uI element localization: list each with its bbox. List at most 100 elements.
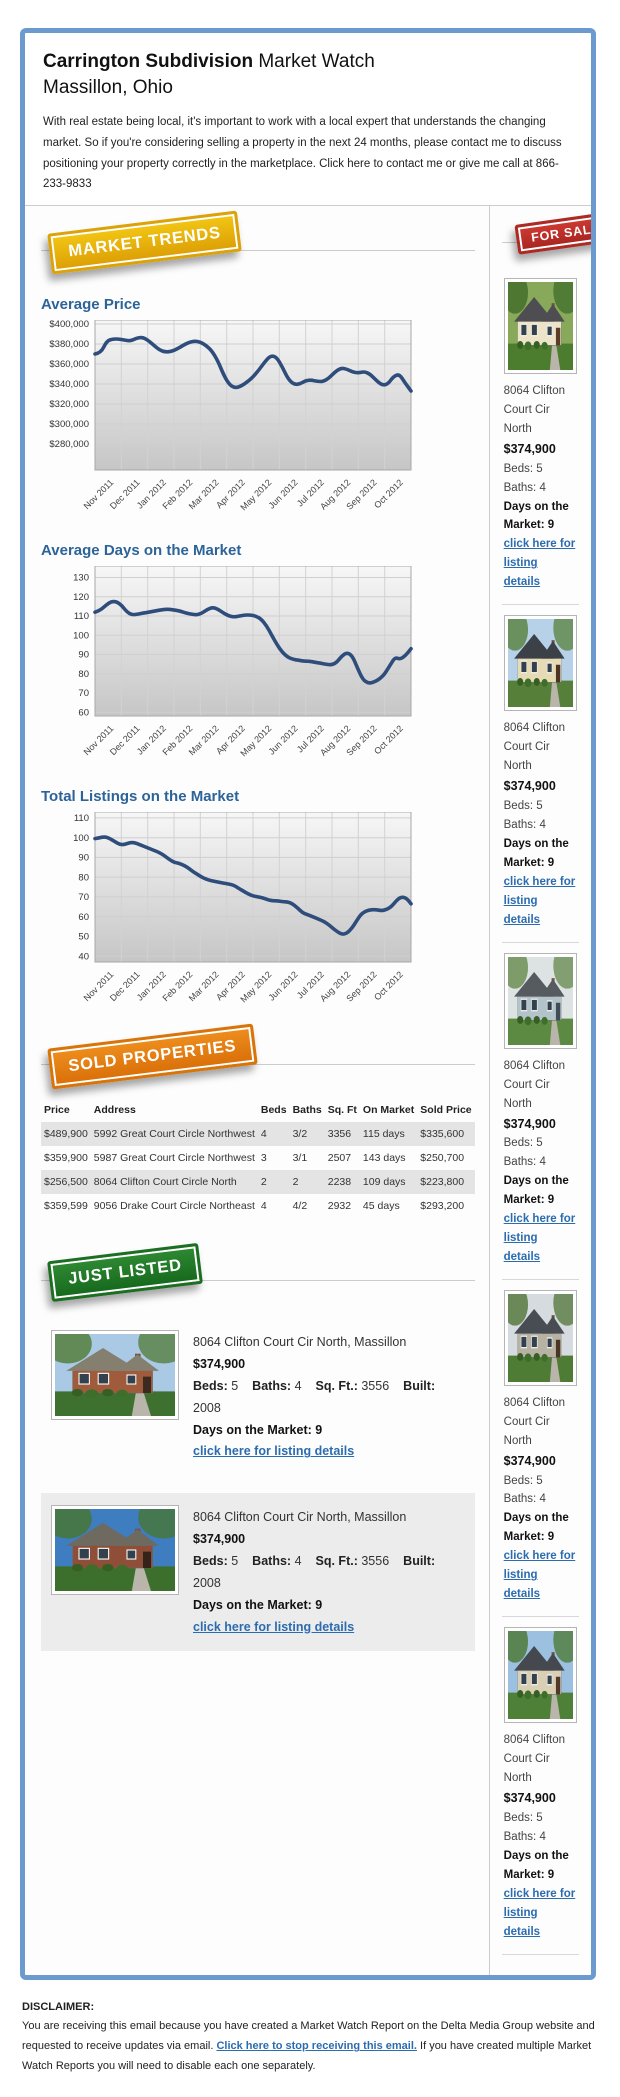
svg-text:Oct 2012: Oct 2012 (372, 969, 405, 1002)
table-row: $489,900 5992 Great Court Circle Northwe… (41, 1122, 475, 1147)
listing-price: $374,900 (503, 1791, 556, 1806)
email-page: Carrington Subdivision Market Watch Mass… (0, 28, 620, 2097)
listing-details: 8064 Clifton Court Cir North $374,900 Be… (504, 1057, 577, 1267)
cell-baths: 3/2 (292, 1128, 308, 1141)
disclaimer: DISCLAIMER: You are receiving this email… (0, 1980, 620, 2097)
for-sale-badge: FOR SALE (514, 211, 591, 255)
svg-text:Jun 2012: Jun 2012 (266, 723, 299, 756)
col-on-market: On Market (362, 1104, 415, 1117)
svg-text:$280,000: $280,000 (49, 439, 89, 450)
svg-text:$380,000: $380,000 (49, 339, 89, 350)
cell-price: $256,500 (44, 1176, 88, 1189)
listing-details: 8064 Clifton Court Cir North $374,900 Be… (504, 382, 577, 592)
for-sale-sidebar: FOR SALE 8064 Clifton Court Cir North $3… (488, 206, 591, 1975)
svg-text:70: 70 (78, 688, 89, 699)
beds-value: 5 (231, 1378, 239, 1393)
days-on-market: Days on the Market: 9 (503, 1512, 569, 1544)
days-on-market: Days on the Market: 9 (193, 1422, 323, 1437)
market-trends-row: MARKET TRENDS (41, 210, 475, 282)
unsubscribe-link[interactable]: Click here to stop receiving this email. (216, 2040, 417, 2053)
days-on-market-chart: 130 120 110 100 90 80 70 60 Nov 2011 Dec 2011 Jan … (41, 565, 475, 774)
days-on-market: Days on the Market: 9 (503, 1175, 569, 1207)
days-on-market: Days on the Market: 9 (503, 837, 569, 869)
listing-address: 8064 Clifton Court Cir North, Massillon (193, 1510, 407, 1525)
built-label: Built: (403, 1554, 436, 1569)
baths-value: 4 (294, 1378, 302, 1393)
listing-details: 8064 Clifton Court Cir North, Massillon … (193, 1330, 465, 1463)
disclaimer-heading: DISCLAIMER: (22, 2000, 95, 2013)
listing-photo[interactable] (501, 1279, 581, 1386)
listing-price: $374,900 (503, 1116, 556, 1131)
cell-price: $359,599 (44, 1200, 88, 1213)
svg-text:50: 50 (78, 932, 89, 943)
beds-baths: Beds: 5 Baths: 4 (503, 1137, 546, 1169)
listing-photo[interactable] (501, 267, 581, 375)
cell-baths: 4/2 (292, 1200, 308, 1213)
beds-baths: Beds: 5 Baths: 4 (503, 799, 546, 831)
listing-details-link[interactable]: click here for listing details (503, 1213, 576, 1263)
listing-price: $374,900 (503, 779, 556, 794)
listing-details-link[interactable]: click here for listing details (503, 1550, 576, 1601)
cell-sqft: 2238 (327, 1176, 352, 1189)
chart-title-average-price: Average Price (41, 296, 141, 314)
divider (41, 1064, 475, 1066)
table-row: $359,900 5987 Great Court Circle Northwe… (41, 1146, 475, 1170)
main-column: MARKET TRENDS Average Price $400,000 $380… (25, 206, 489, 1975)
svg-text:$340,000: $340,000 (49, 379, 89, 390)
svg-text:$320,000: $320,000 (49, 399, 89, 410)
sidebar-listing: 8064 Clifton Court Cir North $374,900 Be… (501, 1279, 581, 1618)
col-baths: Baths (292, 1104, 322, 1117)
cell-on-market: 45 days (362, 1200, 400, 1213)
listing-address: 8064 Clifton Court Cir North (503, 385, 566, 435)
cell-on-market: 143 days (362, 1152, 406, 1165)
divider (41, 1280, 475, 1282)
email-frame: Carrington Subdivision Market Watch Mass… (20, 28, 596, 1980)
svg-text:40: 40 (78, 951, 89, 962)
days-on-market: Days on the Market: 9 (503, 500, 569, 532)
col-sqft: Sq. Ft (327, 1104, 357, 1117)
for-sale-row: FOR SALE (501, 211, 591, 268)
listing-address: 8064 Clifton Court Cir North (503, 1059, 566, 1110)
intro-paragraph: With real estate being local, it's impor… (43, 116, 562, 191)
cell-sold-price: $250,700 (420, 1152, 465, 1165)
svg-text:$300,000: $300,000 (49, 419, 89, 430)
cell-sqft: 2932 (327, 1200, 352, 1213)
svg-text:100: 100 (73, 630, 89, 641)
listing-price: $374,900 (503, 1453, 556, 1468)
sqft-value: 3556 (361, 1378, 390, 1393)
built-value: 2008 (193, 1400, 221, 1415)
sqft-value: 3556 (361, 1554, 390, 1569)
divider (41, 250, 475, 252)
sidebar-listing: 8064 Clifton Court Cir North $374,900 Be… (501, 605, 581, 943)
just-listed-item: 8064 Clifton Court Cir North, Massillon … (41, 1493, 475, 1651)
beds-label: Beds: (193, 1378, 228, 1393)
sold-properties-table: Price Address Beds Baths Sq. Ft On Marke… (41, 1098, 475, 1218)
listing-details-link[interactable]: click here for listing details (503, 1887, 576, 1938)
total-listings-chart: 110 100 90 80 70 60 50 40 Nov 2011 Dec 2011 Jan 20… (41, 811, 475, 1020)
listing-address: 8064 Clifton Court Cir North (503, 722, 566, 773)
listing-photo[interactable] (43, 1320, 190, 1421)
market-trends-badge: MARKET TRENDS (47, 210, 243, 275)
content-columns: MARKET TRENDS Average Price $400,000 $380… (25, 205, 591, 1975)
svg-text:$360,000: $360,000 (49, 359, 89, 370)
listing-details-link[interactable]: click here for listing details (193, 1444, 355, 1459)
listing-photo[interactable] (501, 605, 581, 712)
chart-title-total-listings: Total Listings on the Market (41, 788, 240, 806)
listing-details-link[interactable]: click here for listing details (503, 538, 576, 589)
svg-text:110: 110 (74, 611, 89, 622)
sidebar-listing: 8064 Clifton Court Cir North $374,900 Be… (501, 1617, 581, 1955)
listing-details-link[interactable]: click here for listing details (503, 875, 576, 926)
beds-label: Beds: (193, 1554, 228, 1569)
listing-photo[interactable] (501, 942, 581, 1049)
cell-sold-price: $335,600 (420, 1128, 465, 1141)
svg-text:$400,000: $400,000 (49, 320, 89, 330)
svg-text:90: 90 (78, 650, 89, 661)
listing-photo[interactable] (43, 1496, 190, 1596)
listing-details: 8064 Clifton Court Cir North $374,900 Be… (504, 1731, 577, 1941)
listing-photo[interactable] (501, 1617, 581, 1724)
listing-details-link[interactable]: click here for listing details (193, 1619, 355, 1634)
listing-specs: Beds: 5 Baths: 4 Sq. Ft.: 3556 Built: 2008 (193, 1551, 465, 1595)
title-suffix: Market Watch (253, 51, 375, 72)
built-label: Built: (403, 1378, 436, 1393)
cell-sqft: 3356 (327, 1128, 352, 1141)
